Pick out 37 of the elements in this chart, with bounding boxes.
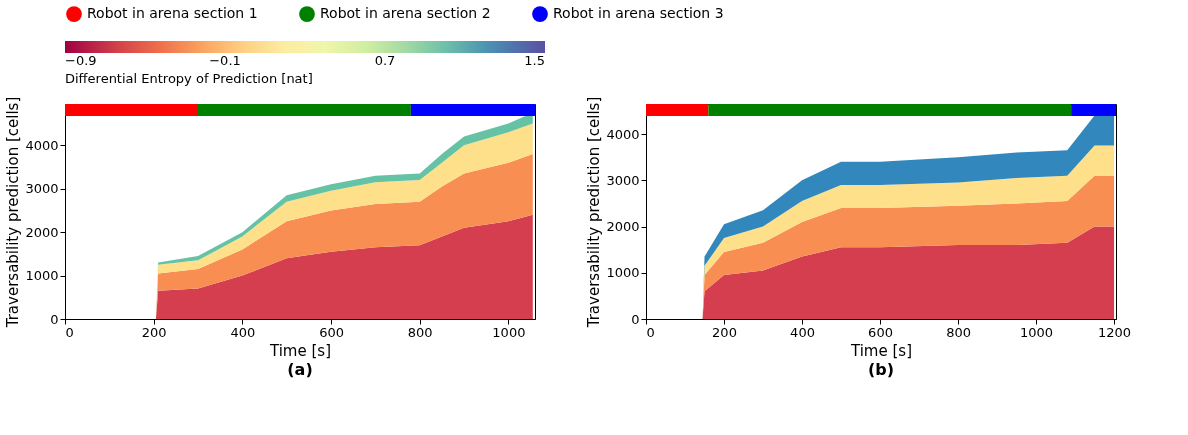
x-tick-label: 1200: [1098, 324, 1132, 340]
legend-label: Robot in arena section 3: [553, 5, 724, 22]
x-tick-label: 0: [646, 324, 655, 340]
y-tick-label: 1000: [606, 265, 640, 281]
x-tick-label: 200: [712, 324, 737, 340]
x-tick-label: 1000: [492, 324, 526, 340]
y-tick-label: 0: [50, 311, 59, 327]
text: (a): [287, 360, 313, 379]
legend-label: Robot in arena section 2: [320, 5, 491, 22]
y-tick-label: 4000: [25, 137, 59, 153]
y-tick-label: 3000: [25, 181, 59, 197]
text: (b): [867, 360, 895, 379]
x-tick-label: 400: [790, 324, 815, 340]
color-bar-label: −0.9: [65, 53, 97, 68]
y-tick-label: 0: [631, 311, 640, 327]
x-tick-label: 600: [319, 324, 344, 340]
x-axis-title: Time [s]: [850, 341, 912, 360]
y-tick-label: 4000: [606, 126, 640, 142]
y-axis-title: Traversability prediction [cells]: [585, 96, 604, 329]
x-tick-label: 800: [946, 324, 971, 340]
y-tick-label: 2000: [25, 224, 59, 240]
color-bar-label: −0.1: [209, 53, 241, 68]
y-axis-title: Traversability prediction [cells]: [4, 96, 23, 329]
y-tick-label: 1000: [25, 268, 59, 284]
color-bar-title: Differential Entropy of Prediction [nat]: [65, 71, 313, 86]
color-bar-label: 1.5: [524, 53, 545, 68]
x-tick-label: 400: [230, 324, 256, 340]
x-tick-label: 600: [868, 324, 893, 340]
x-tick-label: 200: [141, 324, 167, 340]
x-tick-label: 1000: [1019, 324, 1054, 340]
x-axis-title: Time [s]: [269, 341, 331, 360]
y-tick-label: 3000: [606, 172, 640, 188]
x-tick-label: 800: [407, 324, 433, 340]
y-tick-label: 2000: [606, 219, 640, 235]
legend-label: Robot in arena section 1: [87, 5, 258, 22]
x-tick-label: 0: [65, 324, 74, 340]
color-bar-label: 0.7: [374, 53, 396, 68]
